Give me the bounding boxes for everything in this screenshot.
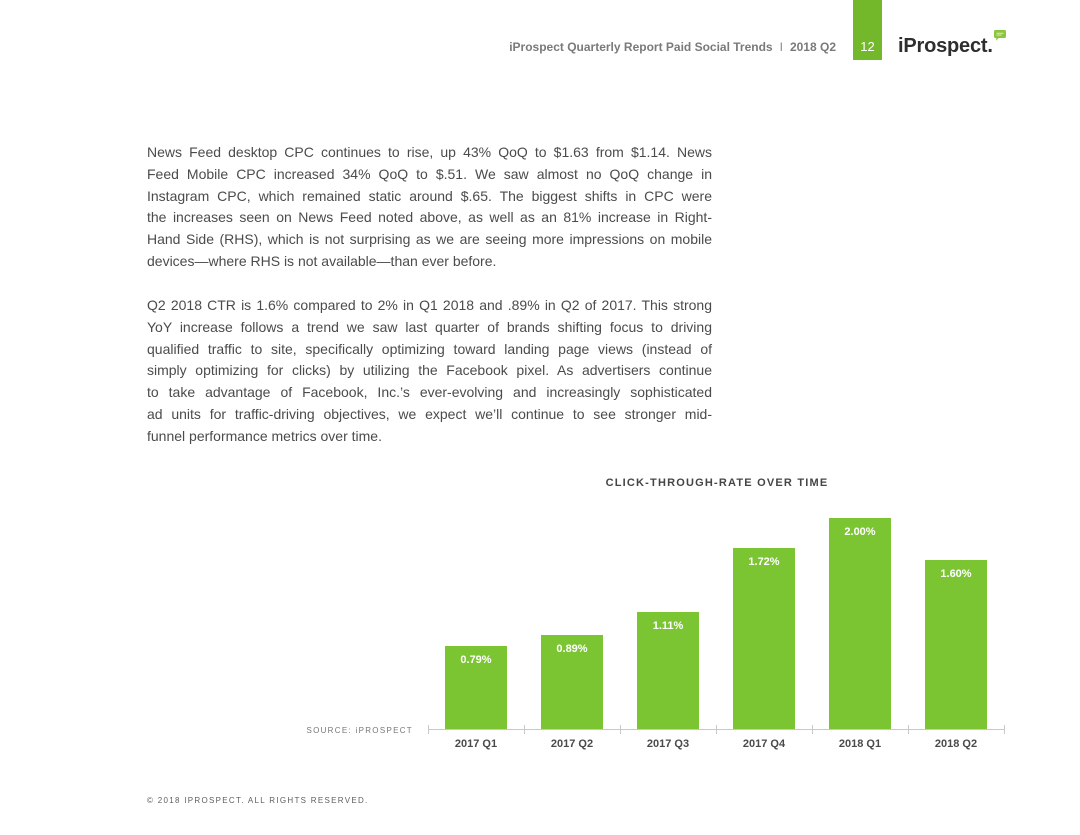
paragraph-line: to take advantage of Facebook, Inc.’s ev… <box>147 384 712 401</box>
x-axis-category-label: 2018 Q1 <box>838 738 882 750</box>
iprospect-logo: iProspect. <box>898 35 993 57</box>
x-axis-category-label: 2017 Q3 <box>646 738 690 750</box>
bar-data-label: 0.89% <box>556 643 588 655</box>
page-number-box: 12 <box>853 0 882 60</box>
bar-data-label: 2.00% <box>844 526 876 538</box>
paragraph-line: devices—where RHS is not available—than … <box>147 252 497 269</box>
copyright-footer: © 2018 IPROSPECT. ALL RIGHTS RESERVED. <box>147 796 369 805</box>
paragraph-line: funnel performance metrics over time. <box>147 427 382 444</box>
x-axis-tick <box>1004 725 1005 734</box>
x-axis-category-label: 2018 Q2 <box>934 738 978 750</box>
x-axis-tick <box>428 725 429 734</box>
page-number: 12 <box>860 39 875 54</box>
paragraph-line: News Feed desktop CPC continues to rise,… <box>147 144 712 160</box>
paragraph-line: simply optimizing for clicks) by utilizi… <box>147 362 712 379</box>
paragraph-line: Feed Mobile CPC increased 34% QoQ to $.5… <box>147 165 712 182</box>
bar-2017-q3: 1.11% <box>637 612 699 729</box>
x-axis-category-label: 2017 Q4 <box>742 738 786 750</box>
paragraph-cpc: News Feed desktop CPC continues to rise,… <box>147 142 712 273</box>
bar-2017-q2: 0.89% <box>541 635 603 729</box>
bar-data-label: 1.11% <box>652 620 684 632</box>
bar-data-label: 0.79% <box>460 654 492 666</box>
paragraph-line: ad units for traffic-driving objectives,… <box>147 405 712 422</box>
paragraph-line: Hand Side (RHS), which is not surprising… <box>147 231 712 248</box>
bar-2017-q4: 1.72% <box>733 548 795 729</box>
paragraph-line: Q2 2018 CTR is 1.6% compared to 2% in Q1… <box>147 297 712 313</box>
x-axis-tick <box>620 725 621 734</box>
paragraph-ctr: Q2 2018 CTR is 1.6% compared to 2% in Q1… <box>147 295 712 448</box>
paragraph-line: qualified traffic to site, specifically … <box>147 340 712 357</box>
bar-2018-q1: 2.00% <box>829 518 891 729</box>
bar-data-label: 1.60% <box>940 568 972 580</box>
header-separator: I <box>779 40 783 54</box>
bar-2018-q2: 1.60% <box>925 560 987 729</box>
bar-2017-q1: 0.79% <box>445 646 507 729</box>
speech-bubble-icon <box>994 29 1006 41</box>
x-axis-category-label: 2017 Q2 <box>550 738 594 750</box>
report-title: iProspect Quarterly Report Paid Social T… <box>509 40 773 54</box>
report-header: iProspect Quarterly Report Paid Social T… <box>509 40 836 54</box>
paragraph-line: Instagram CPC, which remained static aro… <box>147 187 712 204</box>
paragraph-line: YoY increase follows a trend we saw last… <box>147 318 712 335</box>
x-axis-tick <box>812 725 813 734</box>
paragraph-line: the increases seen on News Feed noted ab… <box>147 209 712 226</box>
report-period: 2018 Q2 <box>789 40 836 54</box>
x-axis-tick <box>908 725 909 734</box>
chart-source: SOURCE: iPROSPECT <box>306 726 413 735</box>
bar-data-label: 1.72% <box>748 556 780 568</box>
chart-title: CLICK-THROUGH-RATE OVER TIME <box>605 477 829 489</box>
x-axis-category-label: 2017 Q1 <box>454 738 498 750</box>
x-axis-tick <box>524 725 525 734</box>
x-axis-tick <box>716 725 717 734</box>
